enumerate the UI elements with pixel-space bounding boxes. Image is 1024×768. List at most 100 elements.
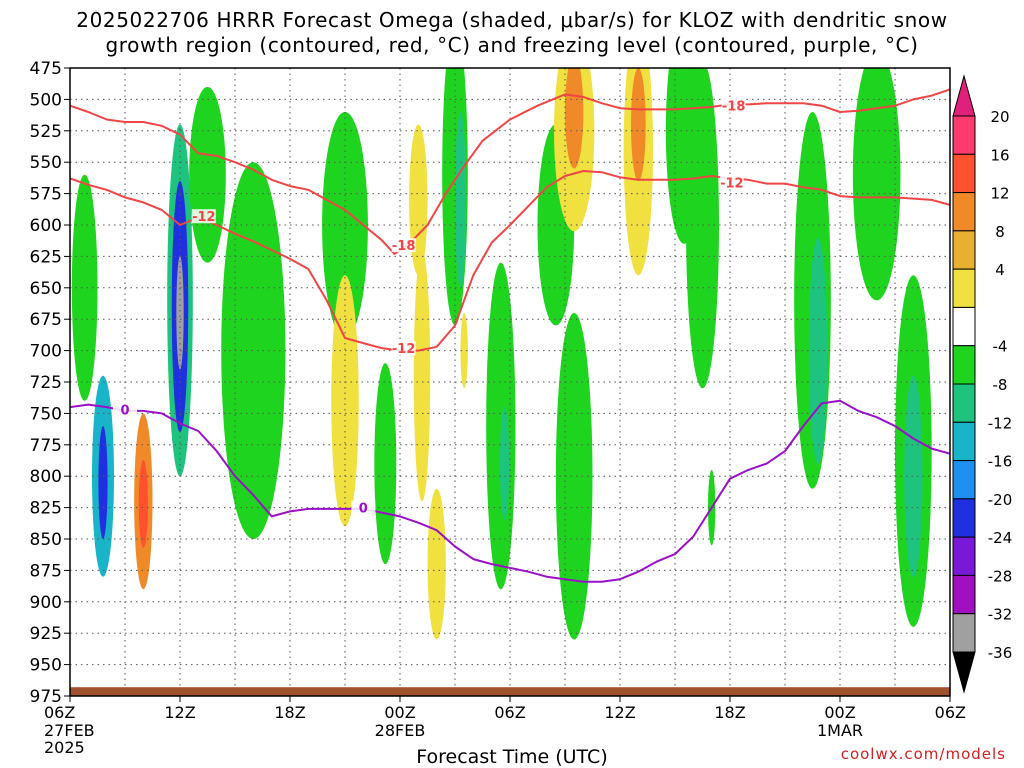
contour-label-bg-3 — [191, 209, 216, 224]
omega-cell-34 — [904, 375, 923, 577]
omega-cell-2 — [98, 425, 108, 539]
omega-cell-24 — [565, 68, 584, 169]
contour-label-2: -12 — [720, 176, 744, 191]
contour-label-bg-2 — [719, 175, 744, 190]
colorbar-label-9: -20 — [988, 491, 1013, 509]
xtick-label-8: 06Z — [935, 703, 966, 722]
colorbar-top-arrow — [952, 74, 976, 117]
xtick-label-1: 12Z — [164, 703, 195, 722]
xtick-label-4: 06Z — [494, 703, 525, 722]
contour-labels: -18 -18 -12 -12 -12 0 0 — [113, 98, 746, 517]
contour-label-bg-1 — [391, 238, 416, 253]
xtick-sublabel-0-0: 27FEB — [44, 721, 95, 740]
colorbar-label-3: 8 — [995, 223, 1005, 241]
ytick-label-850: 850 — [30, 530, 62, 550]
colorbar-label-2: 12 — [990, 185, 1009, 203]
contour-label-3: -12 — [192, 210, 216, 225]
colorbar-label-6: -8 — [993, 376, 1008, 394]
ytick-label-725: 725 — [30, 373, 62, 393]
ytick-label-775: 775 — [30, 436, 62, 456]
colorbar-label-4: 4 — [995, 261, 1005, 279]
contour-label-6: 0 — [359, 502, 368, 517]
chart-title-line-2: growth region (contoured, red, °C) and f… — [105, 33, 919, 57]
contour-label-bg-4 — [391, 341, 416, 356]
colorbar-bin-0 — [952, 115, 976, 155]
ytick-label-975: 975 — [30, 687, 62, 707]
ytick-label-700: 700 — [30, 342, 62, 362]
omega-cell-11 — [331, 275, 359, 527]
ytick-label-900: 900 — [30, 593, 62, 613]
gridlines — [70, 68, 950, 697]
contour-label-bg-5 — [113, 402, 137, 417]
colorbar-bin-10 — [952, 498, 976, 538]
contour-line-freezing-2 — [70, 399, 950, 583]
colorbar-bin-11 — [952, 536, 976, 576]
omega-cell-18 — [460, 312, 468, 389]
xtick-label-2: 18Z — [274, 703, 305, 722]
ytick-label-625: 625 — [30, 247, 62, 267]
colorbar-bin-5 — [952, 306, 976, 347]
omega-cell-15 — [427, 488, 446, 640]
colorbar-bin-9 — [952, 460, 976, 500]
colorbar-bin-4 — [952, 268, 976, 308]
terrain-band — [70, 687, 950, 696]
ytick-label-500: 500 — [30, 90, 62, 110]
ytick-label-950: 950 — [30, 656, 62, 676]
colorbar-bin-1 — [952, 153, 976, 194]
colorbar-label-0: 20 — [990, 108, 1009, 126]
ytick-label-675: 675 — [30, 310, 62, 330]
omega-cell-12 — [374, 363, 397, 565]
xtick-label-0: 06Z — [44, 703, 75, 722]
contour-label-0: -18 — [722, 100, 746, 115]
xtick-label-6: 18Z — [714, 703, 745, 722]
colorbar-bottom-arrow — [952, 651, 976, 694]
colorbar: 20 16 12 8 4 -4 -8 -12 -16 -20 -24 -28 -32 -36 — [952, 74, 1013, 694]
omega-cell-0 — [71, 174, 98, 401]
contours — [70, 88, 950, 583]
omega-shading — [71, 68, 932, 640]
colorbar-label-1: 16 — [990, 146, 1009, 164]
contour-label-bg-0 — [721, 98, 746, 113]
colorbar-bin-3 — [952, 230, 976, 270]
colorbar-label-12: -32 — [988, 606, 1013, 624]
contour-line-dgz-1 — [70, 170, 950, 352]
colorbar-label-8: -16 — [988, 453, 1013, 471]
ytick-label-825: 825 — [30, 499, 62, 519]
colorbar-label-13: -36 — [988, 644, 1013, 662]
xtick-label-7: 00Z — [824, 703, 855, 722]
xtick-sublabel-3-0: 28FEB — [375, 721, 426, 740]
contour-label-4: -12 — [392, 342, 416, 357]
omega-cell-8 — [189, 86, 226, 263]
colorbar-label-7: -12 — [988, 414, 1013, 432]
omega-cell-14 — [413, 250, 431, 502]
colorbar-bin-2 — [952, 192, 976, 232]
colorbar-label-5: -4 — [993, 338, 1008, 356]
ytick-label-475: 475 — [30, 59, 62, 79]
ytick-label-575: 575 — [30, 185, 62, 205]
ytick-label-800: 800 — [30, 467, 62, 487]
colorbar-bin-7 — [952, 383, 976, 423]
ytick-label-875: 875 — [30, 561, 62, 581]
ytick-label-925: 925 — [30, 624, 62, 644]
omega-cell-20 — [499, 407, 510, 521]
colorbar-bin-13 — [952, 613, 976, 653]
x-axis-label: Forecast Time (UTC) — [416, 746, 608, 768]
ytick-label-600: 600 — [30, 216, 62, 236]
contour-label-5: 0 — [120, 404, 129, 419]
chart-title-line-1: 2025022706 HRRR Forecast Omega (shaded, … — [76, 8, 948, 32]
terrain-fill — [70, 687, 950, 696]
omega-cell-32 — [852, 68, 901, 301]
omega-cell-26 — [631, 68, 646, 182]
credit-text[interactable]: coolwx.com/models — [840, 745, 1006, 763]
xtick-sublabel-7-0: 1MAR — [817, 721, 863, 740]
colorbar-bin-6 — [952, 345, 976, 385]
ytick-label-525: 525 — [30, 122, 62, 142]
contour-label-bg-6 — [351, 500, 376, 515]
ytick-label-750: 750 — [30, 404, 62, 424]
omega-cell-28 — [686, 68, 719, 389]
omega-cell-17 — [455, 111, 466, 288]
xtick-label-3: 00Z — [384, 703, 415, 722]
